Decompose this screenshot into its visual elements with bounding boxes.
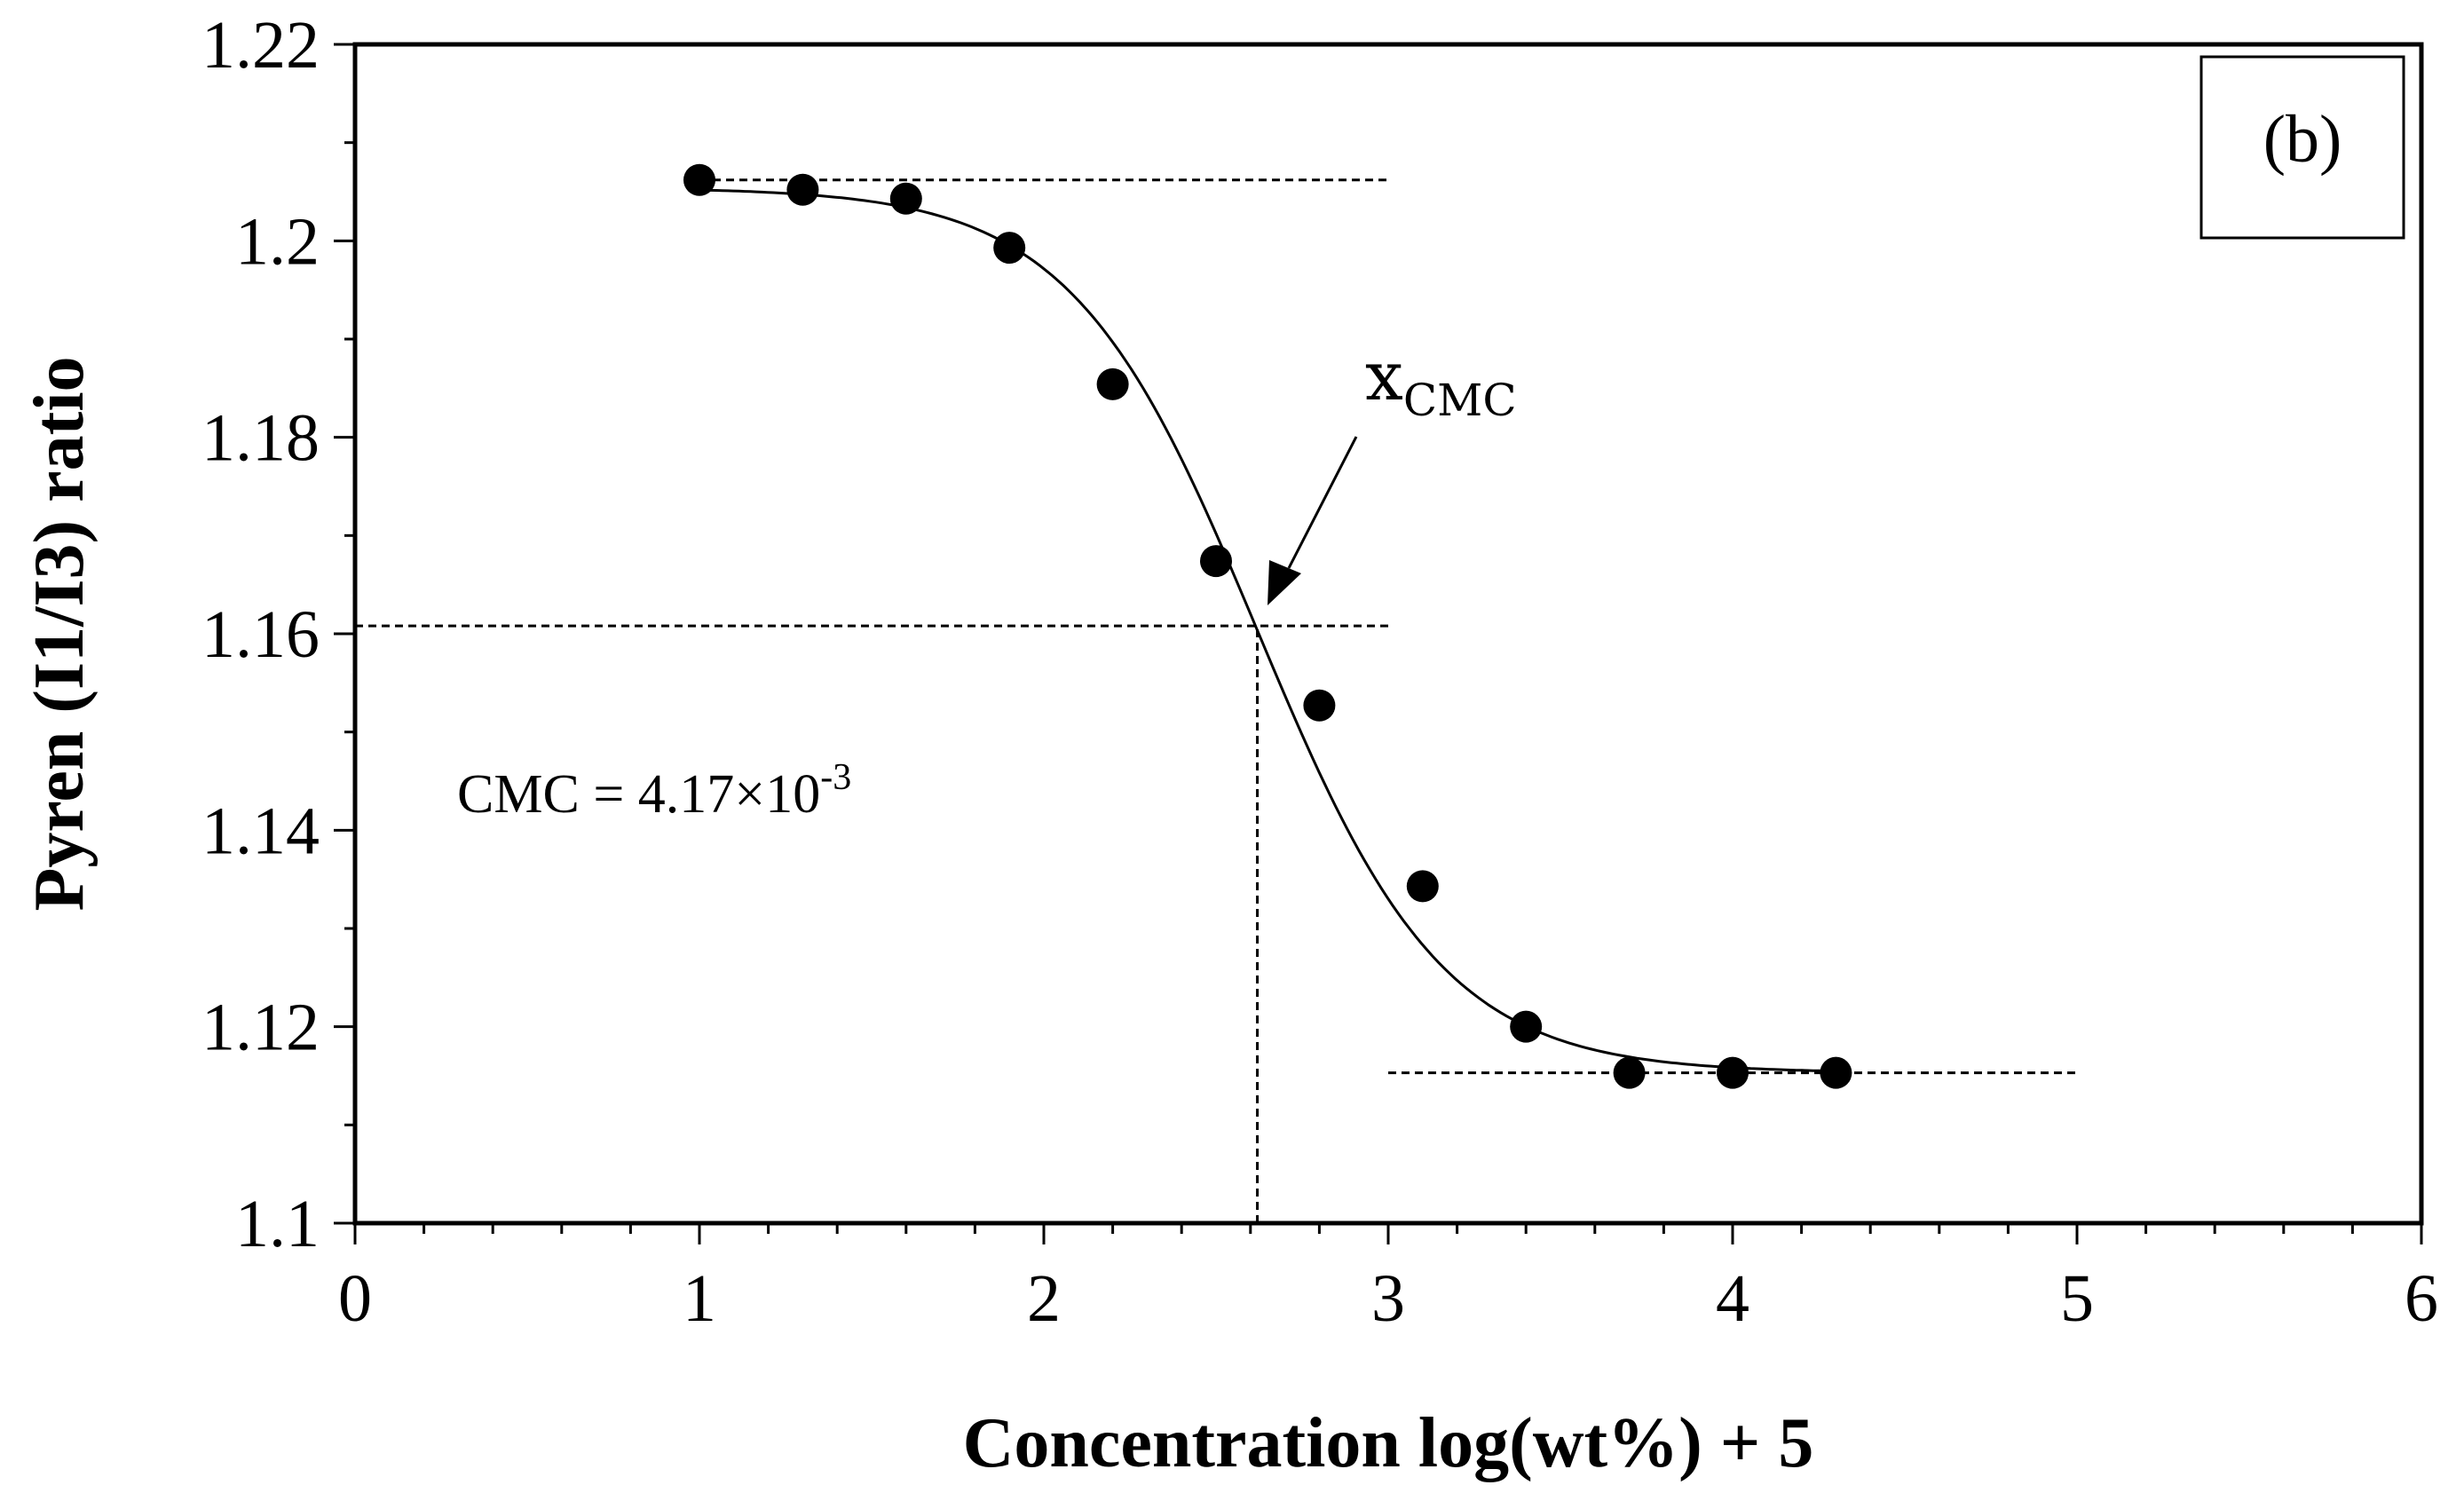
cmc-value-main: CMC = 4.17×10 xyxy=(457,764,820,825)
data-point xyxy=(993,232,1026,265)
panel-label: (b) xyxy=(2263,102,2342,177)
y-axis-title: Pyren (I1/I3) ratio xyxy=(20,356,99,911)
data-point xyxy=(1820,1056,1852,1089)
plot-frame xyxy=(352,42,2424,1226)
x-tick-label: 6 xyxy=(2405,1261,2438,1336)
x-tick-label: 5 xyxy=(2060,1261,2094,1336)
data-point xyxy=(1613,1056,1646,1089)
data-point xyxy=(1717,1056,1749,1089)
data-point xyxy=(1406,870,1439,903)
x-tick-label: 3 xyxy=(1371,1261,1405,1336)
x-tick-label: 1 xyxy=(683,1261,716,1336)
data-point xyxy=(683,163,715,196)
data-point xyxy=(889,182,922,215)
fit-curve xyxy=(699,188,1836,1073)
y-tick-label: 1.2 xyxy=(235,204,320,279)
reference-lines xyxy=(355,178,2077,1223)
y-tick-label: 1.12 xyxy=(201,991,320,1065)
y-tick-label: 1.14 xyxy=(201,794,320,868)
y-ticks: 1.1 1.12 1.14 1.16 1.18 1.2 1.22 xyxy=(201,8,355,1261)
xcmc-arrow-shaft xyxy=(1287,436,1358,569)
cmc-value-exp: -3 xyxy=(820,757,851,798)
x-tick-label: 2 xyxy=(1027,1261,1061,1336)
xcmc-arrow-head xyxy=(1268,560,1301,605)
data-point xyxy=(1096,367,1129,400)
y-tick-label: 1.16 xyxy=(201,597,320,672)
y-tick-label: 1.18 xyxy=(201,401,320,476)
cmc-value-text: CMC = 4.17×10-3 xyxy=(457,757,851,825)
xcmc-label: xCMC xyxy=(1365,336,1517,426)
x-axis-title: Concentration log(wt%) + 5 xyxy=(963,1404,1814,1482)
data-point xyxy=(786,173,819,206)
x-ticks: 0 1 2 3 4 5 6 xyxy=(338,1223,2438,1336)
data-points xyxy=(683,163,1852,1089)
data-point xyxy=(1510,1010,1543,1043)
y-tick-label: 1.22 xyxy=(201,8,320,83)
x-tick-label: 0 xyxy=(338,1261,372,1336)
data-point xyxy=(1200,545,1232,578)
y-tick-label: 1.1 xyxy=(235,1187,320,1261)
data-point xyxy=(1303,689,1336,722)
xcmc-main: x xyxy=(1365,336,1403,415)
x-tick-label: 4 xyxy=(1716,1261,1749,1336)
xcmc-sub: CMC xyxy=(1403,375,1517,426)
panel-label-box xyxy=(2199,55,2405,240)
